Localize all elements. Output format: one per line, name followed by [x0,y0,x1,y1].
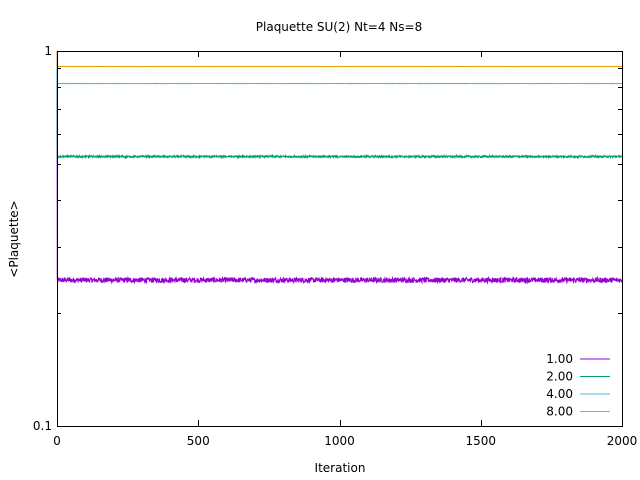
series-line-4-00 [56,50,623,85]
x-axis-label: Iteration [315,461,366,475]
x-tick-label: 2000 [607,434,638,448]
tick-labels-layer: 0 500 1000 1500 2000 0.1 1 [33,44,637,448]
legend-label: 4.00 [546,387,573,401]
x-tick-label: 1500 [465,434,496,448]
x-tick-label: 500 [187,434,210,448]
chart-title: Plaquette SU(2) Nt=4 Ns=8 [256,20,422,34]
series-line-1-00 [56,50,623,285]
y-axis-label: <Plaquette> [7,200,21,277]
ticks-layer [57,51,623,427]
x-tick-label: 1000 [324,434,355,448]
legend: 1.00 2.00 4.00 8.00 [546,352,610,419]
legend-label: 8.00 [546,405,573,419]
plot-frame [57,51,623,427]
x-tick-label: 0 [53,434,61,448]
y-tick-label: 1 [44,44,52,58]
series-line-2-00 [56,50,623,160]
series-line-8-00 [56,50,623,68]
y-tick-label: 0.1 [33,419,52,433]
legend-label: 2.00 [546,370,573,384]
series-layer [56,50,623,285]
legend-label: 1.00 [546,352,573,366]
